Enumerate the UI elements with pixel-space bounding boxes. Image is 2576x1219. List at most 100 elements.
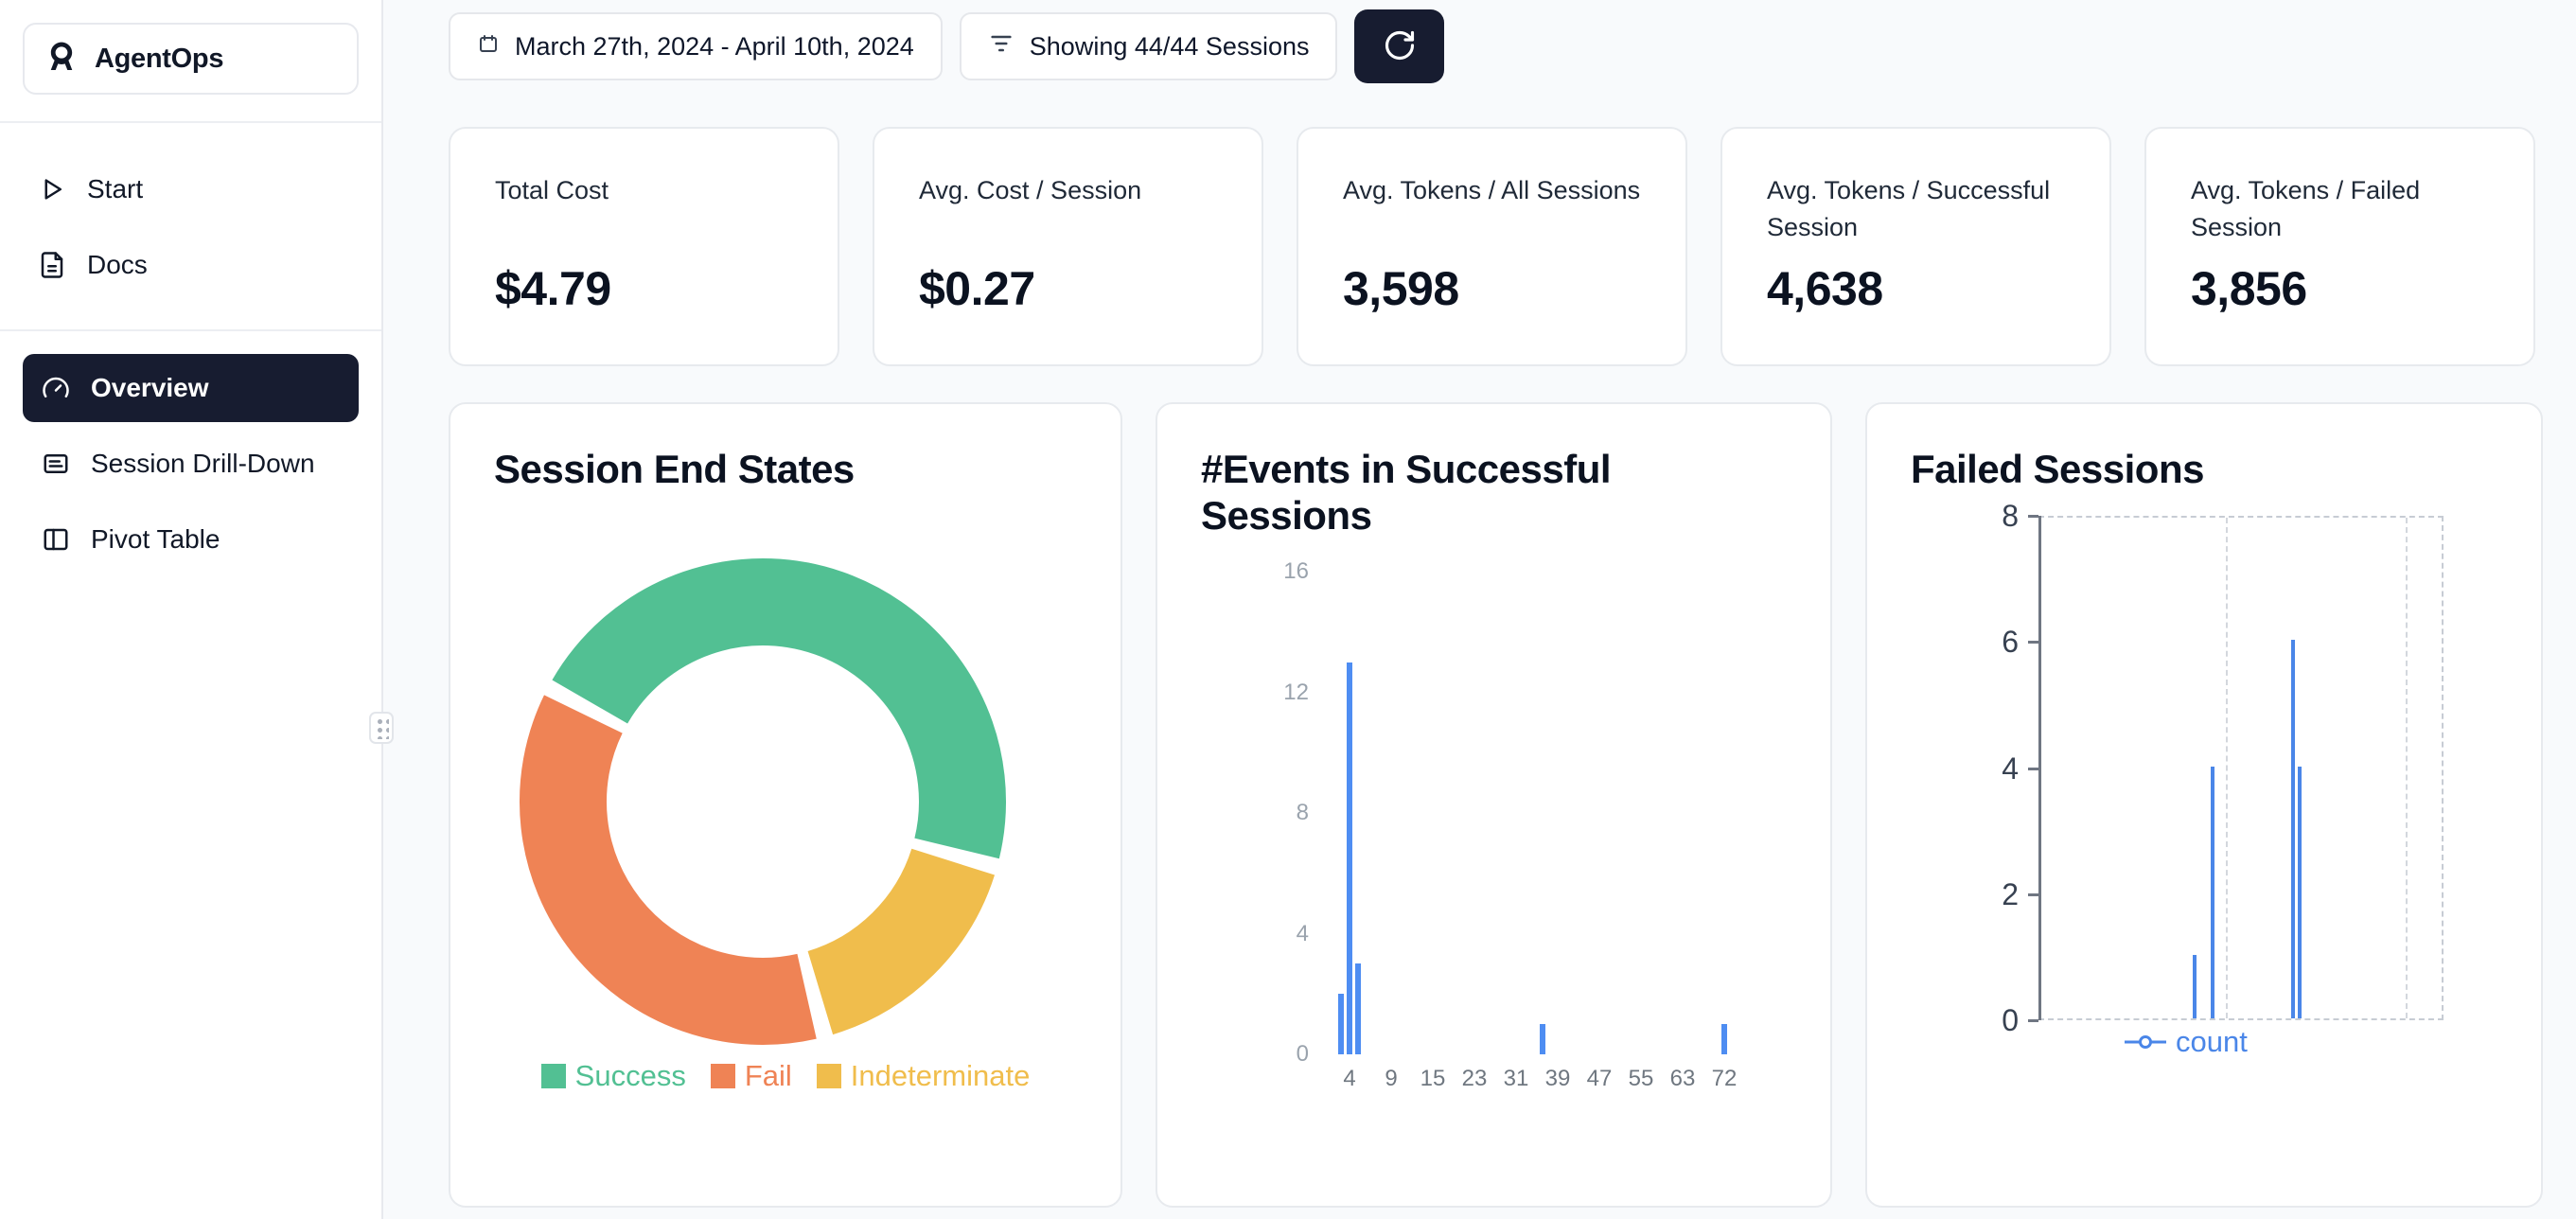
y-tick-label: 4 xyxy=(2002,751,2019,786)
stat-label: Avg. Tokens / Failed Session xyxy=(2191,176,2421,242)
play-icon xyxy=(38,175,66,203)
docs-icon xyxy=(38,251,66,279)
donut-segment-indeterminate xyxy=(806,847,996,1035)
sidebar-item-session-drill-down[interactable]: Session Drill-Down xyxy=(23,426,359,502)
sessions-filter-label: Showing 44/44 Sessions xyxy=(1029,31,1310,61)
y-tick-label: 4 xyxy=(1296,920,1309,946)
stat-value: 3,598 xyxy=(1343,262,1459,315)
drag-dots-icon xyxy=(374,716,389,739)
stats-row: Total Cost $4.79 Avg. Cost / Session $0.… xyxy=(449,127,2576,366)
app-title: AgentOps xyxy=(95,43,224,74)
refresh-button[interactable] xyxy=(1354,9,1445,83)
y-tick-mark xyxy=(2028,641,2038,645)
date-range-button[interactable]: March 27th, 2024 - April 10th, 2024 xyxy=(449,12,943,80)
sidebar-item-label: Overview xyxy=(91,373,209,402)
sidebar-item-label: Pivot Table xyxy=(91,524,221,554)
y-tick-mark xyxy=(2028,767,2038,770)
sidebar: AgentOps Start Docs xyxy=(0,0,394,1219)
y-tick-label: 12 xyxy=(1283,679,1309,705)
data-spike xyxy=(2192,955,2197,1018)
x-tick-label: 15 xyxy=(1420,1066,1446,1091)
session-list-icon xyxy=(42,450,70,478)
data-spike xyxy=(2298,766,2303,1018)
gridline-vertical xyxy=(2406,518,2408,1018)
sidebar-nav-top: Start Docs xyxy=(0,151,381,303)
stat-value: $4.79 xyxy=(495,262,611,315)
y-axis-line xyxy=(2038,516,2041,1020)
stat-value: 4,638 xyxy=(1767,262,1883,315)
gridline-vertical xyxy=(2225,518,2228,1018)
x-tick-label: 4 xyxy=(1343,1066,1356,1091)
pivot-table-icon xyxy=(42,525,70,554)
logo[interactable]: AgentOps xyxy=(23,23,359,95)
legend-label: count xyxy=(2176,1025,2248,1058)
stat-card-avg-cost-session: Avg. Cost / Session $0.27 xyxy=(873,127,1263,366)
stat-card-avg-tokens-failed: Avg. Tokens / Failed Session 3,856 xyxy=(2144,127,2535,366)
y-tick-label: 0 xyxy=(2002,1003,2019,1037)
data-spike xyxy=(2211,766,2215,1018)
stat-card-avg-tokens-successful: Avg. Tokens / Successful Session 4,638 xyxy=(1720,127,2111,366)
date-range-label: March 27th, 2024 - April 10th, 2024 xyxy=(515,31,914,61)
y-tick-mark xyxy=(2028,515,2038,518)
bar xyxy=(1347,662,1352,1054)
y-tick-label: 6 xyxy=(2002,625,2019,660)
toolbar: March 27th, 2024 - April 10th, 2024 Show… xyxy=(449,8,2576,85)
sessions-filter-button[interactable]: Showing 44/44 Sessions xyxy=(959,12,1338,80)
chart-title: Session End States xyxy=(494,447,855,491)
bar xyxy=(1539,1024,1545,1054)
session-end-states-card: Session End States Success Fail Indetermin… xyxy=(449,402,1122,1208)
stat-value: $0.27 xyxy=(919,262,1035,315)
sidebar-item-pivot-table[interactable]: Pivot Table xyxy=(23,502,359,577)
x-tick-label: 72 xyxy=(1711,1066,1738,1091)
line-chart-plot xyxy=(2028,515,2444,1022)
bar xyxy=(1338,994,1345,1054)
sidebar-nav-main: Overview Session Drill-Down Pivot Table xyxy=(0,354,381,577)
sidebar-item-start[interactable]: Start xyxy=(0,151,381,227)
y-tick-label: 16 xyxy=(1283,558,1309,584)
x-tick-label: 55 xyxy=(1628,1066,1654,1091)
donut-segment-success xyxy=(552,558,1006,859)
y-tick-label: 8 xyxy=(2002,499,2019,533)
x-tick-label: 9 xyxy=(1385,1066,1398,1091)
main-content: March 27th, 2024 - April 10th, 2024 Show… xyxy=(383,0,2576,1219)
legend-swatch xyxy=(540,1064,566,1088)
stat-card-total-cost: Total Cost $4.79 xyxy=(449,127,839,366)
sidebar-item-label: Start xyxy=(87,174,144,203)
legend-label: Indeterminate xyxy=(850,1059,1031,1092)
legend-label: Fail xyxy=(744,1059,792,1092)
sidebar-item-docs[interactable]: Docs xyxy=(0,227,381,303)
donut-chart xyxy=(498,537,1028,1067)
stat-label: Avg. Tokens / Successful Session xyxy=(1767,176,2051,242)
line-chart-legend: count xyxy=(2125,1025,2248,1059)
legend-item-indeterminate: Indeterminate xyxy=(816,1059,1031,1093)
chart-title: Failed Sessions xyxy=(1911,447,2204,491)
bar xyxy=(1721,1024,1727,1054)
sidebar-item-overview[interactable]: Overview xyxy=(23,354,359,422)
sidebar-item-label: Docs xyxy=(87,250,148,279)
x-tick-label: 47 xyxy=(1586,1066,1613,1091)
x-tick-label: 31 xyxy=(1503,1066,1529,1091)
sidebar-item-label: Session Drill-Down xyxy=(91,449,315,478)
data-spike xyxy=(2290,640,2295,1018)
filter-icon xyxy=(988,30,1015,63)
y-tick-label: 0 xyxy=(1296,1041,1309,1067)
legend-swatch xyxy=(710,1064,735,1088)
legend-item-success: Success xyxy=(540,1059,686,1093)
legend-label: Success xyxy=(574,1059,686,1092)
stat-label: Avg. Tokens / All Sessions xyxy=(1343,176,1641,204)
legend-item-fail: Fail xyxy=(710,1059,792,1093)
stat-value: 3,856 xyxy=(2191,262,2307,315)
x-tick-label: 63 xyxy=(1669,1066,1696,1091)
donut-segment-fail xyxy=(520,695,817,1045)
calendar-icon xyxy=(477,32,500,62)
divider xyxy=(0,329,381,331)
bar xyxy=(1354,963,1361,1054)
sidebar-resize-handle[interactable] xyxy=(369,712,394,744)
events-histogram-card: #Events in Successful Sessions 0 4 8 12 16 4 9… xyxy=(1156,402,1832,1208)
y-tick-label: 8 xyxy=(1296,800,1309,825)
failed-sessions-card: Failed Sessions count 0 2 4 6 8 xyxy=(1865,402,2543,1208)
charts-row: Session End States Success Fail Indetermin… xyxy=(449,402,2576,1208)
stat-card-avg-tokens-all: Avg. Tokens / All Sessions 3,598 xyxy=(1297,127,1687,366)
gauge-icon xyxy=(42,374,70,402)
